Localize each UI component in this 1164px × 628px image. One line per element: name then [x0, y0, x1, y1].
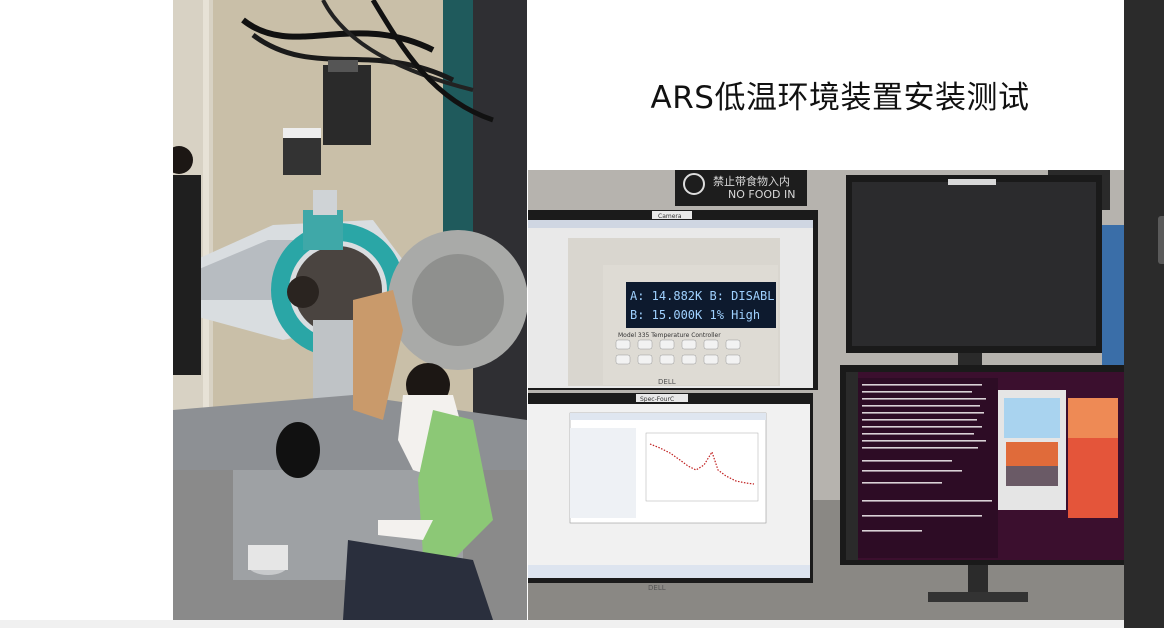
spec-window-label: Spec-FourC [640, 396, 674, 403]
side-panel-bar [1124, 0, 1164, 628]
slide-bottom-strip [0, 620, 1124, 628]
slide: ARS低温环境装置安装测试 禁止带食物入内 NO FOOD IN Camera … [0, 0, 1124, 628]
no-food-sign-cn: 禁止带食物入内 [713, 174, 790, 188]
monitor-photo: 禁止带食物入内 NO FOOD IN Camera A: 14.882K B: … [528, 170, 1124, 620]
slide-title: ARS低温环境装置安装测试 [560, 72, 1120, 117]
camera-window-label: Camera [658, 213, 682, 220]
no-food-sign-en: NO FOOD IN [728, 188, 795, 201]
side-panel-toggle[interactable] [1158, 216, 1164, 264]
monitor-brand-bottom: DELL [648, 584, 666, 592]
controller-display-row1: A: 14.882K B: DISABL [630, 289, 775, 303]
controller-display-row2: B: 15.000K 1% High [630, 308, 760, 322]
monitor-brand-top: DELL [658, 378, 676, 386]
lab-photo-illustration [173, 0, 527, 620]
controller-model-label: Model 335 Temperature Controller [618, 332, 721, 339]
lab-photo [173, 0, 527, 620]
monitor-photo-illustration: 禁止带食物入内 NO FOOD IN Camera A: 14.882K B: … [528, 170, 1124, 620]
